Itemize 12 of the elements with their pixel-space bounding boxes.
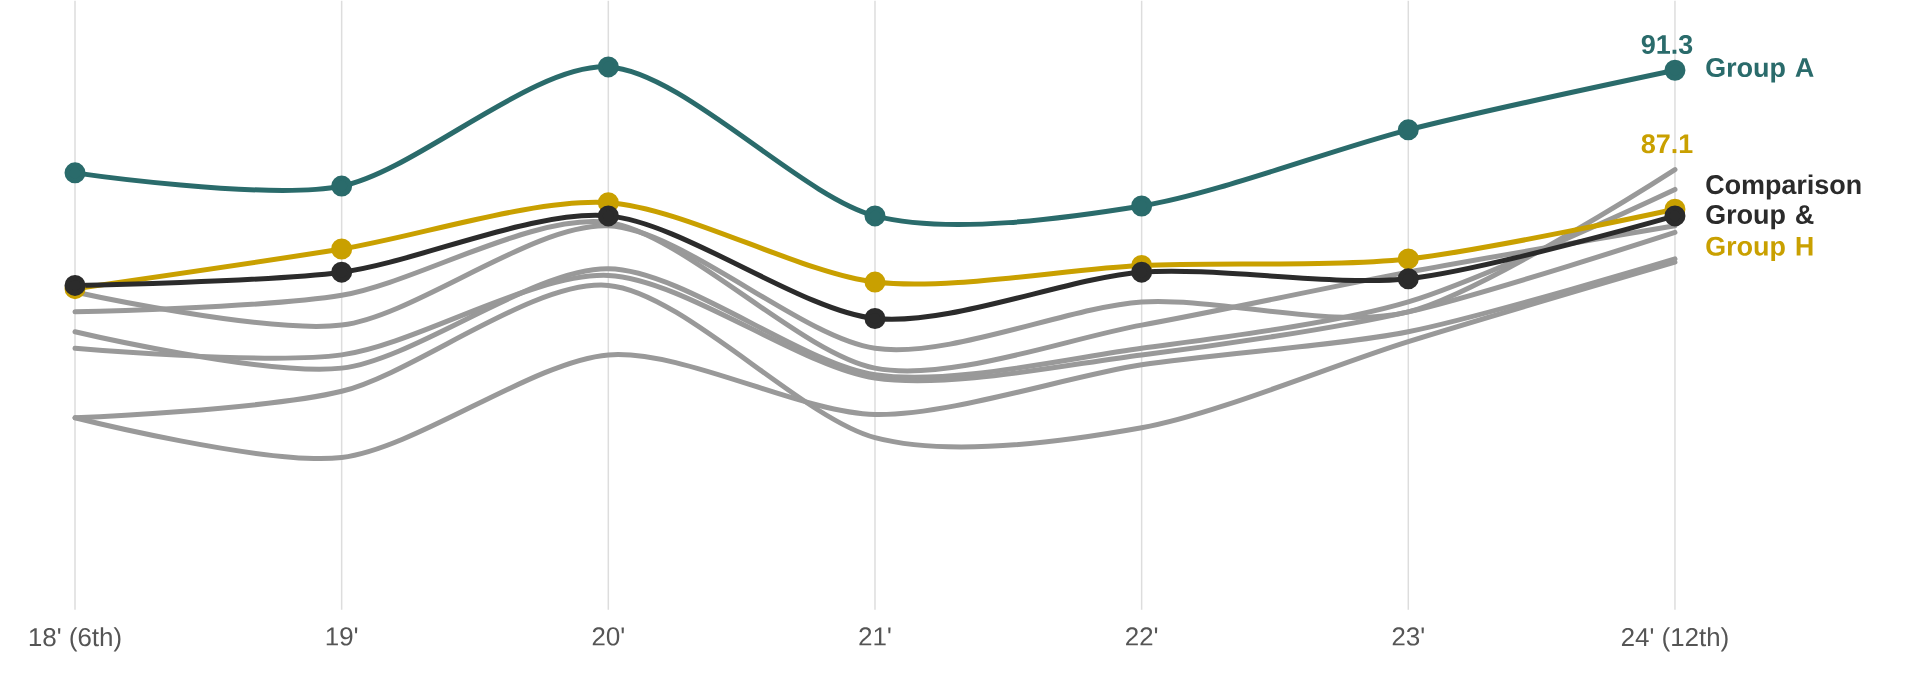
x-tick-label: 18' (6th) [29,627,121,652]
data-label: 91.3 [1641,35,1693,55]
x-tick-label: 19' [326,627,358,646]
x-tick-label: 20' [592,627,624,646]
series-label: Group H [1706,236,1813,262]
x-tick-label: 21' [859,627,891,646]
series-label: Comparison Group & [1706,174,1861,230]
x-tick-label: 22' [1126,627,1158,646]
x-tick-label: 23' [1392,627,1424,646]
data-label: 87.1 [1641,134,1693,154]
x-tick-label: 24' (12th) [1621,627,1728,652]
series-label: Group A [1706,58,1814,83]
